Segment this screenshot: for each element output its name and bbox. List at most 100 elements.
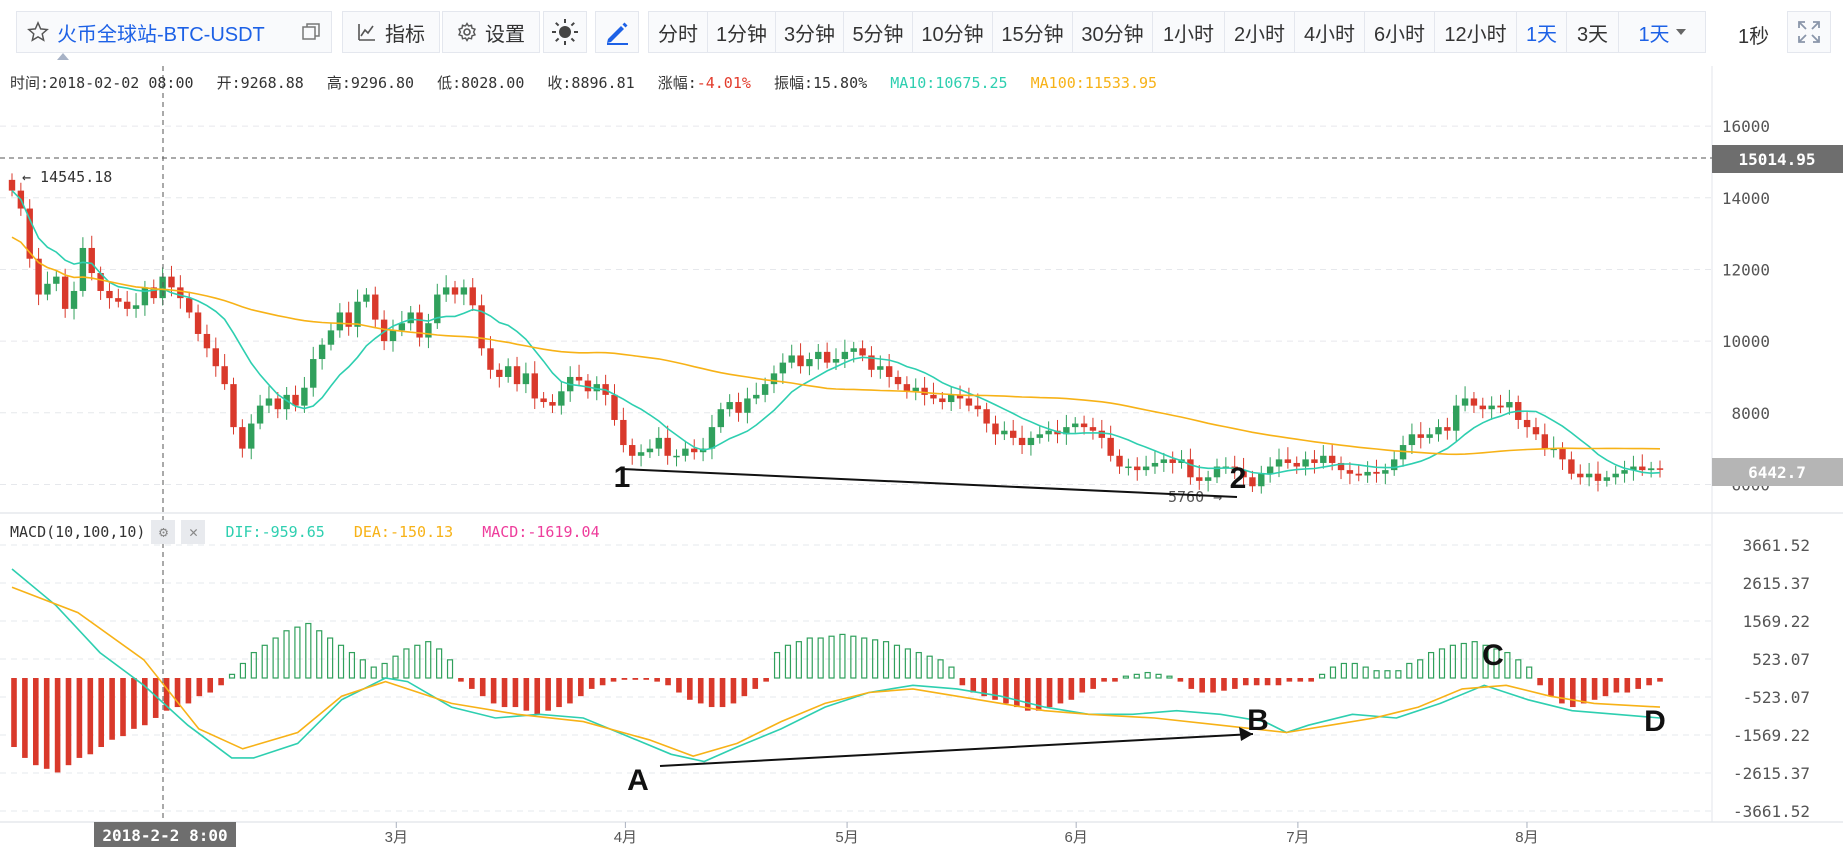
candle-body [779, 362, 787, 374]
candle-body [283, 394, 290, 410]
macd-bar [654, 678, 660, 682]
tab-interval-4h[interactable]: 4小时 [1295, 12, 1365, 52]
candle-body [1320, 455, 1327, 463]
tab-interval-12h[interactable]: 12小时 [1435, 12, 1517, 52]
macd-bar [458, 678, 464, 682]
candle-body [1399, 445, 1407, 460]
tab-interval-10m[interactable]: 10分钟 [913, 12, 993, 52]
symbol-selector[interactable]: 火币全球站-BTC-USDT [16, 11, 332, 60]
candle-body [806, 359, 813, 367]
tab-interval-1d[interactable]: 1天 [1517, 12, 1567, 52]
candle-body [1594, 473, 1602, 481]
macd-dea: DEA:-150.13 [353, 523, 454, 541]
candle-body [1045, 430, 1052, 435]
candle-body [1408, 434, 1416, 446]
candle-body [442, 287, 450, 295]
indicator-button[interactable]: 指标 [342, 11, 440, 53]
price-divergence-line [621, 468, 1238, 498]
tab-interval-30m[interactable]: 30分钟 [1073, 12, 1153, 52]
candle-body [930, 394, 937, 399]
macd-bar [272, 637, 279, 679]
tab-interval-3m[interactable]: 3分钟 [776, 12, 844, 52]
point-2-label: 2 [1230, 462, 1247, 495]
macd-settings-icon[interactable]: ⚙ [151, 520, 176, 544]
interval-dropdown[interactable]: 1天 [1619, 12, 1705, 52]
macd-bar [1253, 678, 1260, 686]
macd-bar [1079, 678, 1086, 693]
candle-body [97, 273, 104, 291]
candle-body [478, 305, 485, 349]
macd-bar [741, 678, 748, 697]
macd-bar [1112, 678, 1118, 682]
candle-body [398, 323, 406, 331]
theme-toggle-button[interactable] [543, 11, 587, 53]
macd-bar [1318, 673, 1326, 679]
macd-bar [1308, 678, 1314, 682]
macd-bar [1003, 678, 1009, 704]
candle-body [248, 423, 255, 449]
candle-body [956, 394, 964, 399]
macd-bar [239, 662, 247, 679]
candle-body [1568, 459, 1575, 474]
macd-close-icon[interactable]: ✕ [181, 520, 206, 544]
external-window-icon[interactable] [301, 22, 321, 42]
refresh-rate[interactable]: 1秒 [1738, 26, 1770, 48]
interval-tabs: 分时 1分钟 3分钟 5分钟 10分钟 15分钟 30分钟 1小时 2小时 4小… [648, 11, 1706, 53]
candle-body [1151, 462, 1159, 467]
candle-body [761, 384, 769, 395]
macd-bar [185, 678, 192, 704]
candle-body [841, 351, 849, 360]
candle-body [327, 330, 335, 345]
macd-bar [1057, 678, 1064, 704]
candle-body [540, 398, 547, 403]
fullscreen-button[interactable] [1787, 11, 1831, 53]
candle-body [770, 373, 778, 385]
info-change: 涨幅:-4.01% [658, 74, 751, 92]
candle-body [611, 394, 618, 420]
tab-interval-15m[interactable]: 15分钟 [993, 12, 1073, 52]
tab-interval-2h[interactable]: 2小时 [1225, 12, 1295, 52]
info-open: 开:9268.88 [216, 74, 304, 92]
macd-bar [1395, 670, 1402, 679]
candle-body [496, 369, 503, 377]
macd-bar [228, 673, 236, 679]
drawing-tool-button[interactable] [595, 11, 639, 53]
candle-body [425, 323, 432, 338]
indicator-icon [358, 24, 375, 41]
macd-bar [43, 678, 50, 769]
candle-body [1355, 473, 1362, 476]
candle-body [637, 452, 645, 456]
candle-body [522, 373, 530, 385]
macd-bar [1035, 678, 1042, 711]
macd-bar [687, 678, 693, 700]
settings-label: 设置 [485, 23, 525, 46]
tab-interval-1m[interactable]: 1分钟 [708, 12, 776, 52]
macd-bar [348, 651, 356, 679]
macd-bar [1144, 671, 1151, 679]
x-tick-label: 6月 [1065, 829, 1088, 846]
tab-interval-fenshi[interactable]: 分时 [649, 12, 708, 52]
price-tick-label: 14000 [1722, 189, 1770, 208]
star-icon[interactable] [27, 21, 49, 43]
macd-bar [545, 678, 551, 711]
candle-body [558, 391, 565, 406]
price-tick-label: 12000 [1722, 260, 1770, 279]
tab-interval-6h[interactable]: 6小时 [1365, 12, 1435, 52]
settings-button[interactable]: 设置 [442, 11, 540, 53]
candle-body [1532, 427, 1540, 435]
candle-body [708, 427, 716, 449]
candle-body [1134, 466, 1141, 471]
candle-body [1302, 459, 1309, 467]
tab-interval-1h[interactable]: 1小时 [1153, 12, 1225, 52]
info-ma100: MA100:11533.95 [1030, 74, 1158, 92]
candle-body [380, 319, 388, 342]
info-close: 收:8896.81 [547, 74, 635, 92]
macd-bar [632, 678, 639, 680]
tab-interval-5m[interactable]: 5分钟 [844, 12, 913, 52]
candle-body [1275, 459, 1283, 467]
macd-bar [120, 678, 126, 737]
candle-body [1585, 473, 1593, 478]
macd-tick-label: -2615.37 [1733, 764, 1810, 783]
symbol-name[interactable]: 火币全球站-BTC-USDT [57, 23, 265, 46]
